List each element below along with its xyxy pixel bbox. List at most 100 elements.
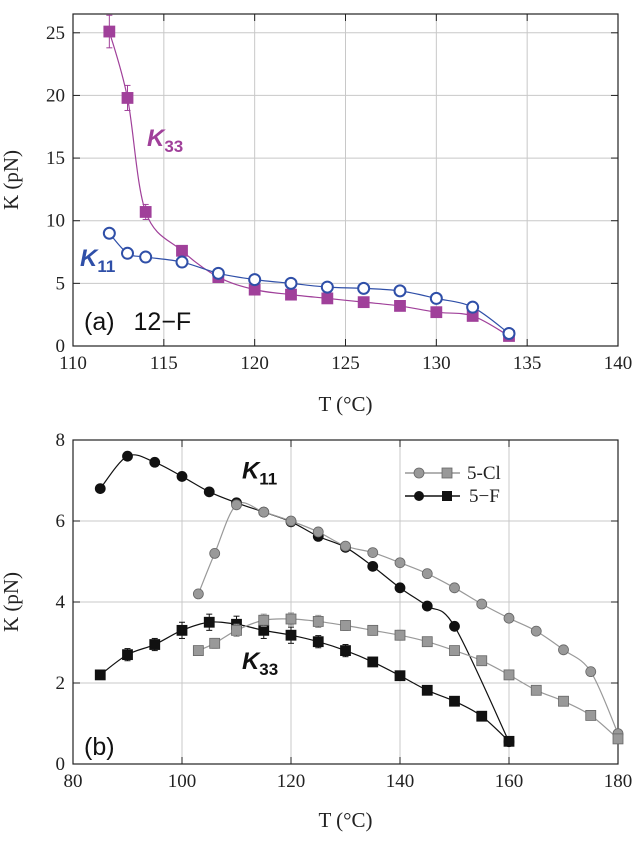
x-tick-label: 120 (277, 771, 306, 792)
data-point-square (503, 735, 515, 747)
series-curve (99, 621, 510, 742)
panel-b-k33-main: K (242, 648, 261, 675)
legend-5cl-square-marker (441, 467, 453, 479)
y-tick-label: 6 (56, 511, 66, 532)
panel-a-x-axis-label: T (°C) (318, 392, 372, 416)
data-point-circle (429, 291, 443, 305)
data-point-square (394, 629, 406, 641)
data-point-circle (530, 625, 542, 637)
y-tick-label: 2 (56, 673, 66, 694)
data-point-square (585, 710, 597, 721)
data-point-circle (585, 666, 597, 678)
panel-a-k11-sub: 11 (97, 257, 115, 276)
panel-a-k33-main: K (147, 125, 166, 152)
data-point-circle (192, 588, 204, 600)
panel-b-k11-main: K (242, 457, 261, 484)
data-point-square (285, 613, 297, 625)
data-point-square (321, 292, 334, 305)
legend-5f-circle-marker (414, 491, 424, 501)
data-point-square (340, 620, 351, 631)
data-point-square (312, 636, 324, 648)
data-point-square (367, 624, 379, 636)
data-point-circle (248, 273, 262, 287)
data-point-circle (94, 483, 106, 495)
data-point-circle (421, 600, 433, 612)
panel-a-letter: (a) (84, 308, 115, 336)
y-tick-label: 25 (46, 23, 65, 44)
data-point-square (94, 669, 106, 681)
series-curve (198, 618, 619, 740)
x-tick-label: 80 (64, 771, 83, 792)
legend-5f-label: 5−F (469, 486, 500, 507)
data-point-square (176, 624, 188, 636)
data-point-square (449, 695, 460, 707)
data-point-square (503, 669, 515, 681)
data-point-square (421, 636, 433, 648)
x-tick-label: 110 (59, 353, 87, 374)
panel-b-k33-label: K33 (242, 648, 278, 679)
panel-b-k11-label: K11 (242, 457, 277, 488)
x-tick-label: 180 (604, 771, 633, 792)
data-point-circle (258, 506, 270, 518)
data-point-square (558, 695, 569, 707)
x-tick-label: 135 (513, 353, 542, 374)
data-point-circle (209, 548, 221, 559)
data-point-circle (466, 300, 480, 314)
data-point-circle (367, 560, 379, 572)
y-tick-label: 15 (46, 148, 65, 169)
y-tick-label: 4 (56, 592, 66, 613)
panel-b-y-axis-label: K (pN) (0, 572, 23, 632)
data-point-circle (102, 226, 116, 240)
legend-entry-5f: 5−F (405, 486, 500, 507)
data-point-square (449, 645, 460, 656)
panel-b-k33-sub: 33 (259, 660, 278, 679)
x-tick-label: 125 (331, 353, 360, 374)
data-point-circle (558, 644, 569, 656)
panel-b-chart: 80 100 120 140 160 180 0 2 4 6 8 T (°C) K (pN) (b)… (0, 430, 632, 832)
panel-a-compound: 12−F (134, 308, 192, 336)
data-point-square (612, 733, 624, 745)
data-point-square (176, 244, 188, 257)
legend-5cl-label: 5-Cl (467, 463, 501, 484)
data-point-circle (122, 450, 133, 462)
data-point-circle (285, 515, 297, 527)
data-point-square (231, 624, 242, 636)
data-point-square (192, 645, 204, 656)
panel-b-x-axis-label: T (°C) (318, 808, 372, 832)
data-point-square (122, 649, 133, 661)
data-point-circle (393, 284, 407, 298)
panel-b-curves (99, 454, 619, 742)
data-point-square (285, 288, 297, 301)
legend-entry-5cl: 5-Cl (405, 463, 501, 484)
data-point-square (476, 655, 488, 667)
panel-a-grid (73, 14, 618, 346)
data-point-square (312, 616, 324, 627)
data-point-circle (394, 582, 406, 594)
data-point-square (149, 639, 161, 650)
panel-a-k33-sub: 33 (164, 137, 183, 156)
panel-b-legend: 5-Cl 5−F (405, 463, 501, 507)
data-point-circle (502, 326, 516, 340)
y-tick-label: 0 (56, 336, 66, 357)
data-point-square (530, 684, 542, 696)
panel-a-k33-label: K33 (147, 125, 183, 156)
panel-a-marks (102, 14, 516, 342)
panel-b-label: (b) (84, 733, 115, 761)
panel-a-curves (108, 31, 510, 337)
data-point-square (258, 614, 270, 626)
data-point-square (394, 670, 406, 682)
data-point-circle (476, 598, 488, 610)
data-point-circle (284, 276, 298, 290)
data-point-square (357, 296, 370, 309)
data-point-circle (312, 526, 324, 538)
panel-b-k11-sub: 11 (259, 469, 277, 488)
y-tick-label: 5 (56, 273, 66, 294)
data-point-circle (320, 280, 334, 294)
x-tick-label: 115 (150, 353, 178, 374)
data-point-circle (367, 547, 379, 558)
data-point-circle (121, 246, 134, 260)
x-tick-label: 140 (386, 771, 415, 792)
data-point-circle (449, 582, 460, 594)
data-point-square (394, 300, 406, 312)
panel-a-y-axis-label: K (pN) (0, 150, 23, 210)
